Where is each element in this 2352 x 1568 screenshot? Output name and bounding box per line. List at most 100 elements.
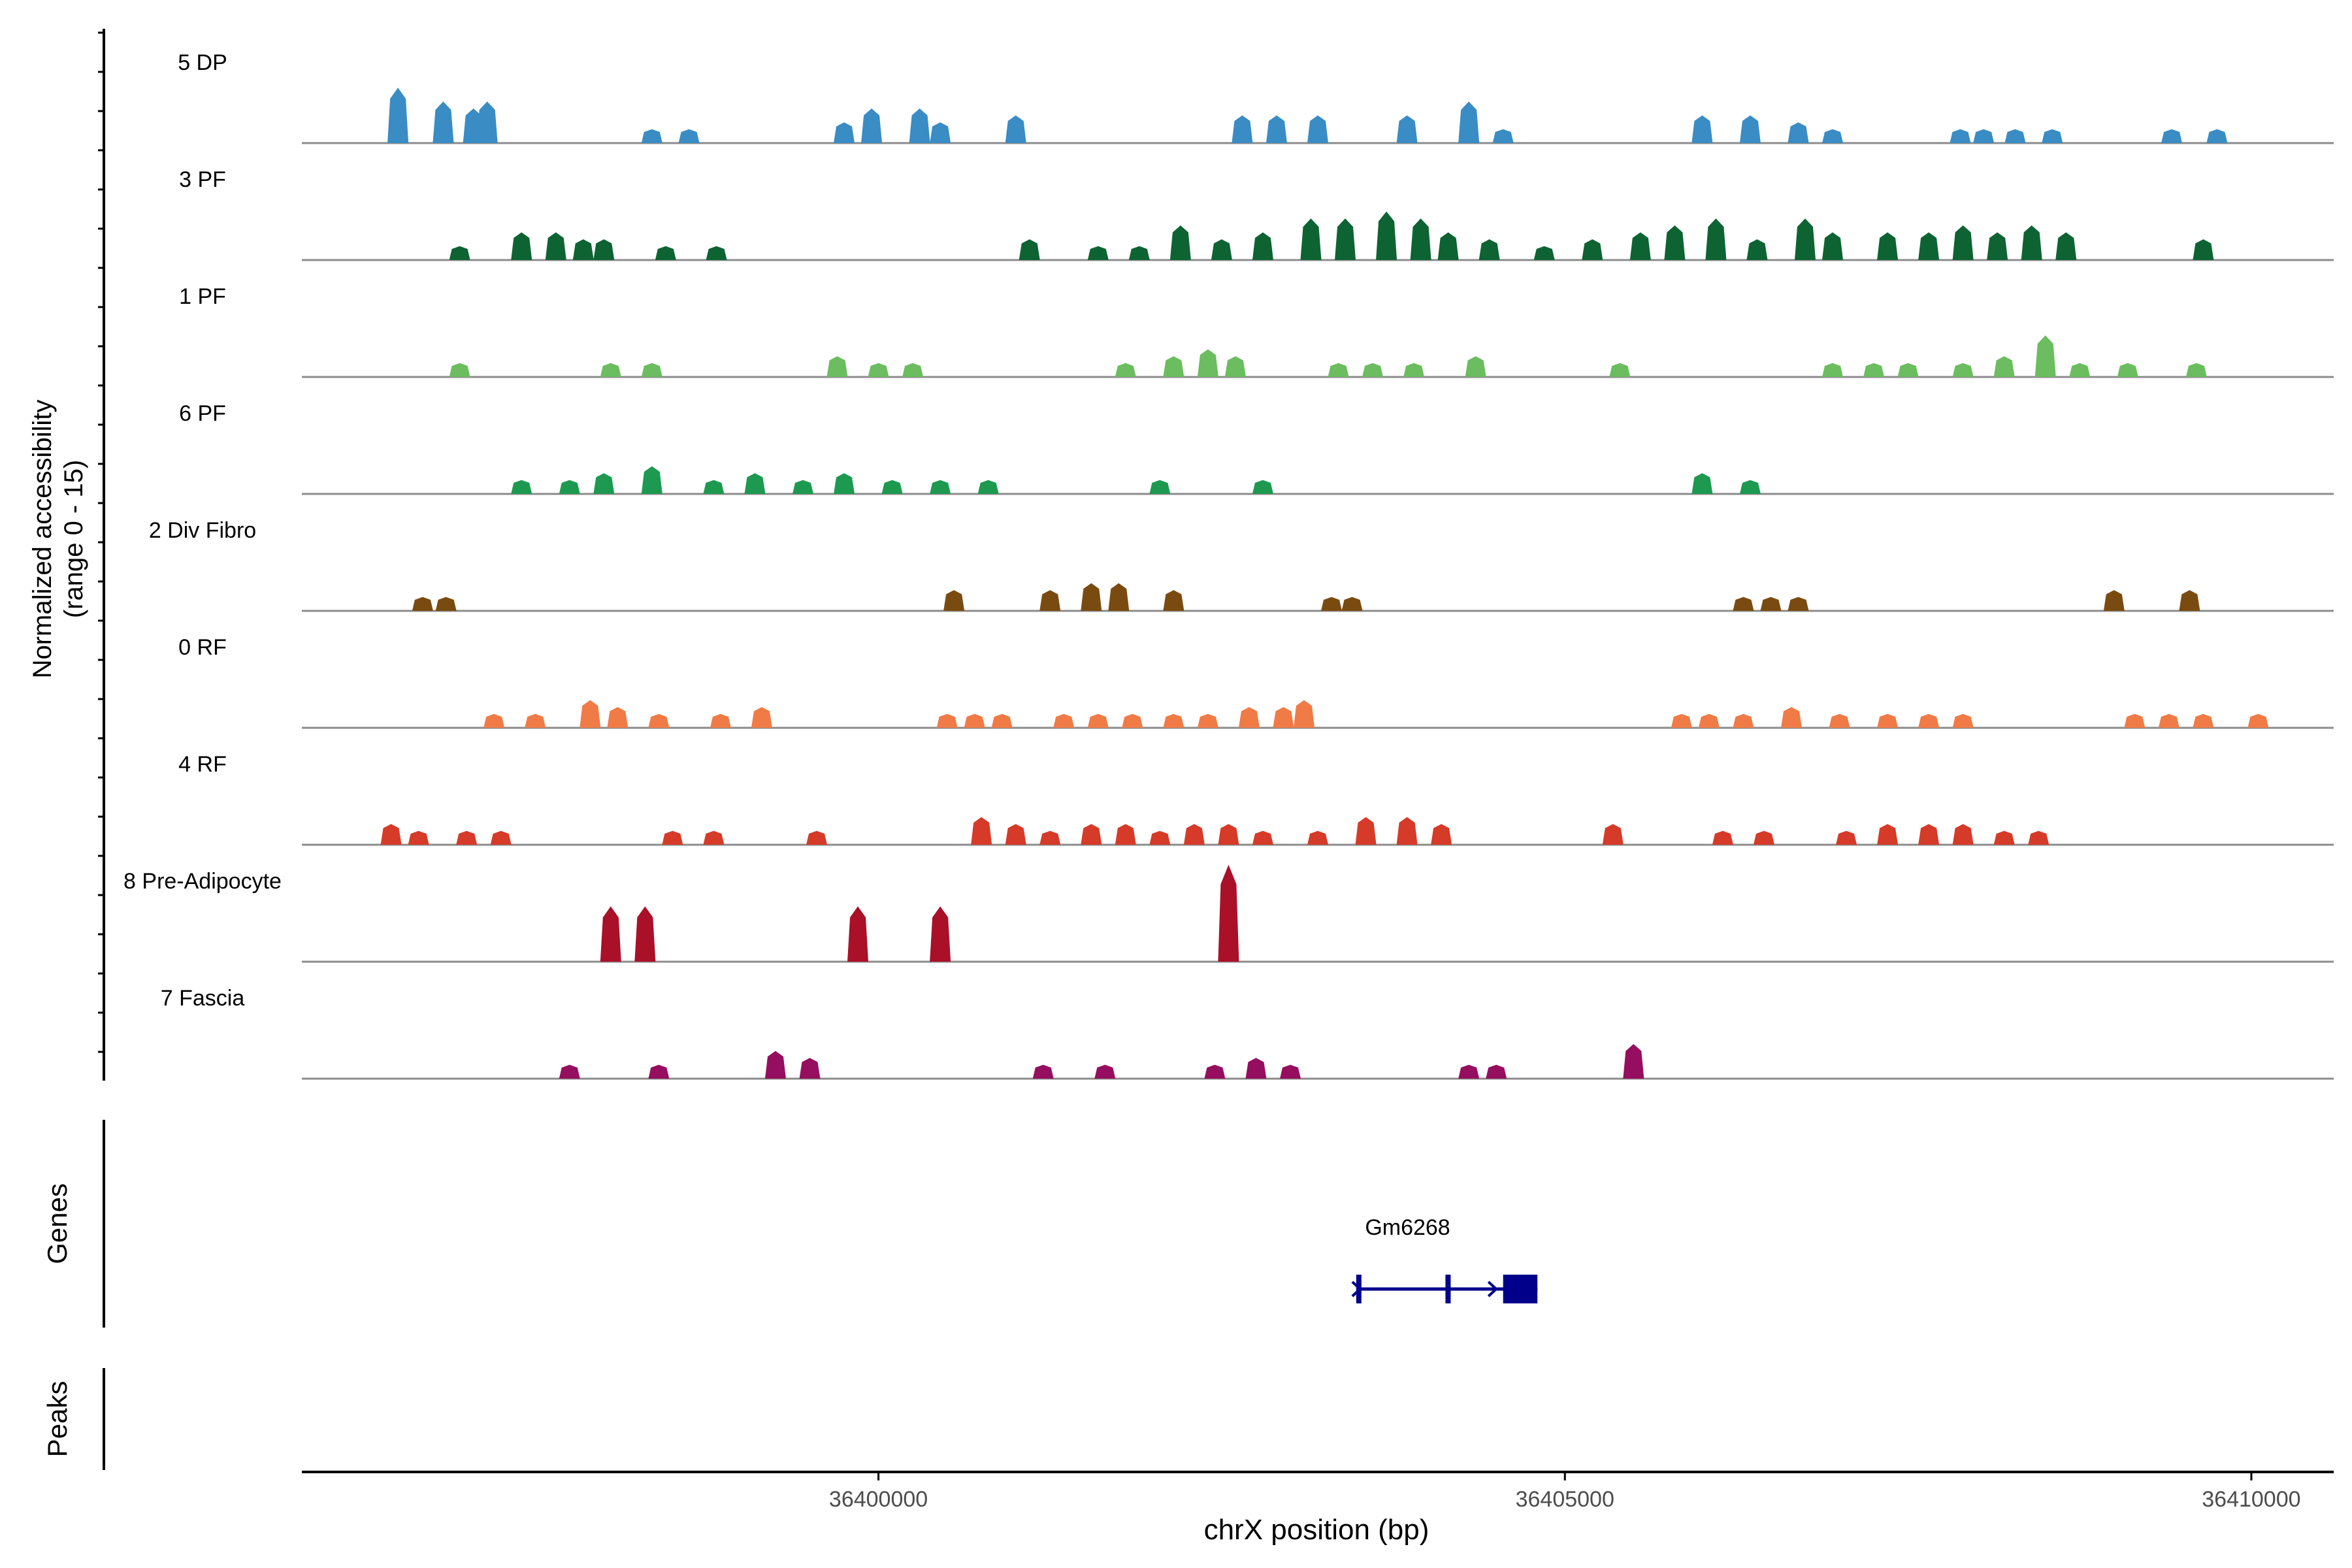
- coverage-peak: [1238, 707, 1260, 728]
- coverage-peak: [1376, 211, 1397, 260]
- coverage-peak: [751, 707, 772, 728]
- x-axis-tick-label: 36400000: [829, 1487, 928, 1512]
- coverage-peak: [2206, 129, 2228, 143]
- coverage-peak: [902, 363, 924, 377]
- coverage-peak: [826, 356, 848, 377]
- coverage-peak: [559, 480, 580, 494]
- coverage-peak: [1218, 864, 1239, 962]
- coverage-peak: [1053, 713, 1075, 728]
- coverage-peak: [1712, 830, 1733, 845]
- coverage-peak: [1128, 246, 1150, 260]
- coverage-peak: [1396, 115, 1418, 143]
- coverage-peak: [1753, 830, 1774, 845]
- coverage-peak: [1410, 218, 1431, 260]
- coverage-peak: [449, 246, 470, 260]
- coverage-peak: [1245, 1058, 1267, 1079]
- coverage-peak: [476, 101, 498, 143]
- coverage-peak: [909, 108, 930, 143]
- coverage-peak: [1163, 356, 1184, 377]
- coverage-peak: [1788, 122, 1809, 143]
- coverage-peak: [1355, 817, 1377, 845]
- coverage-peak: [433, 101, 454, 143]
- coverage-peak: [1863, 363, 1885, 377]
- coverage-peak: [511, 480, 532, 494]
- coverage-peak: [1232, 115, 1253, 143]
- coverage-peak: [2055, 232, 2077, 260]
- coverage-peak: [1163, 713, 1184, 728]
- coverage-peak: [1396, 817, 1418, 845]
- coverage-peak: [1760, 596, 1782, 611]
- coverage-peak: [1252, 480, 1273, 494]
- coverage-peak: [881, 480, 903, 494]
- coverage-peak: [1321, 596, 1343, 611]
- track-label: 7 Fascia: [161, 986, 245, 1011]
- coverage-peak: [449, 363, 470, 377]
- coverage-peak: [1341, 596, 1363, 611]
- coverage-peak: [1328, 363, 1349, 377]
- coverage-peak: [1629, 232, 1651, 260]
- coverage-peak: [991, 713, 1013, 728]
- coverage-peak: [1918, 713, 1940, 728]
- track-5-dp: 5 DP: [178, 50, 2334, 144]
- coverage-peak: [706, 246, 727, 260]
- coverage-peak: [2161, 129, 2183, 143]
- coverage-peak: [572, 239, 594, 260]
- coverage-peak: [1698, 713, 1720, 728]
- coverage-peak: [1458, 101, 1480, 143]
- coverage-peak: [435, 596, 457, 611]
- coverage-peak: [2004, 129, 2026, 143]
- track-label: 8 Pre-Adipocyte: [123, 869, 282, 894]
- coverage-peak: [1032, 1064, 1054, 1079]
- coverage-peak: [1293, 700, 1315, 728]
- coverage-peak: [2247, 713, 2269, 728]
- gene-exon: [1445, 1275, 1451, 1303]
- coverage-peak: [930, 122, 951, 143]
- coverage-peak: [2069, 363, 2091, 377]
- coverage-peak: [1492, 129, 1514, 143]
- coverage-peak: [655, 246, 676, 260]
- coverage-peak: [1087, 713, 1109, 728]
- coverage-peak: [1794, 218, 1816, 260]
- coverage-peak: [1081, 824, 1102, 845]
- coverage-peak: [1115, 824, 1136, 845]
- coverage-peak: [1183, 824, 1205, 845]
- coverage-peak: [641, 129, 662, 143]
- coverage-peak: [1431, 824, 1452, 845]
- coverage-peak: [678, 129, 700, 143]
- coverage-peak: [483, 713, 505, 728]
- coverage-peak: [1918, 824, 1940, 845]
- coverage-peak: [971, 817, 992, 845]
- coverage-peak: [408, 830, 429, 845]
- coverage-peak: [834, 473, 855, 494]
- coverage-peak: [1108, 583, 1130, 611]
- coverage-peak: [2124, 713, 2146, 728]
- coverage-peak: [1733, 713, 1754, 728]
- gene-gm6268: Gm6268: [1351, 1215, 1538, 1303]
- coverage-peak: [600, 363, 621, 377]
- coverage-peak: [600, 906, 621, 962]
- coverage-peak: [1252, 830, 1273, 845]
- coverage-peak: [964, 713, 985, 728]
- coverage-peak: [1918, 232, 1940, 260]
- coverage-peak: [1115, 363, 1136, 377]
- coverage-peak: [1019, 239, 1040, 260]
- coverage-peak: [1403, 363, 1425, 377]
- coverage-peak: [1582, 239, 1603, 260]
- coverage-peak: [1094, 1064, 1116, 1079]
- coverage-peak: [1623, 1044, 1644, 1079]
- coverage-peak: [1533, 246, 1555, 260]
- coverage-peak: [703, 830, 725, 845]
- tracks-panel: 5 DP 3 PF 1 PF 6 PF 2 Div Fibro 0 RF 4 RF 8 Pre…: [123, 50, 2334, 1080]
- coverage-peak: [1609, 363, 1631, 377]
- coverage-peak: [1788, 596, 1809, 611]
- coverage-peak: [1746, 239, 1768, 260]
- coverage-peak: [1266, 115, 1287, 143]
- track-label: 0 RF: [178, 635, 227, 660]
- coverage-peak: [1691, 473, 1713, 494]
- coverage-peak: [2193, 239, 2214, 260]
- y-axis-title-line2: (range 0 - 15): [59, 460, 88, 618]
- coverage-peak: [1204, 1064, 1226, 1079]
- x-axis-tick-label: 36410000: [2202, 1487, 2300, 1512]
- coverage-peak: [1602, 824, 1624, 845]
